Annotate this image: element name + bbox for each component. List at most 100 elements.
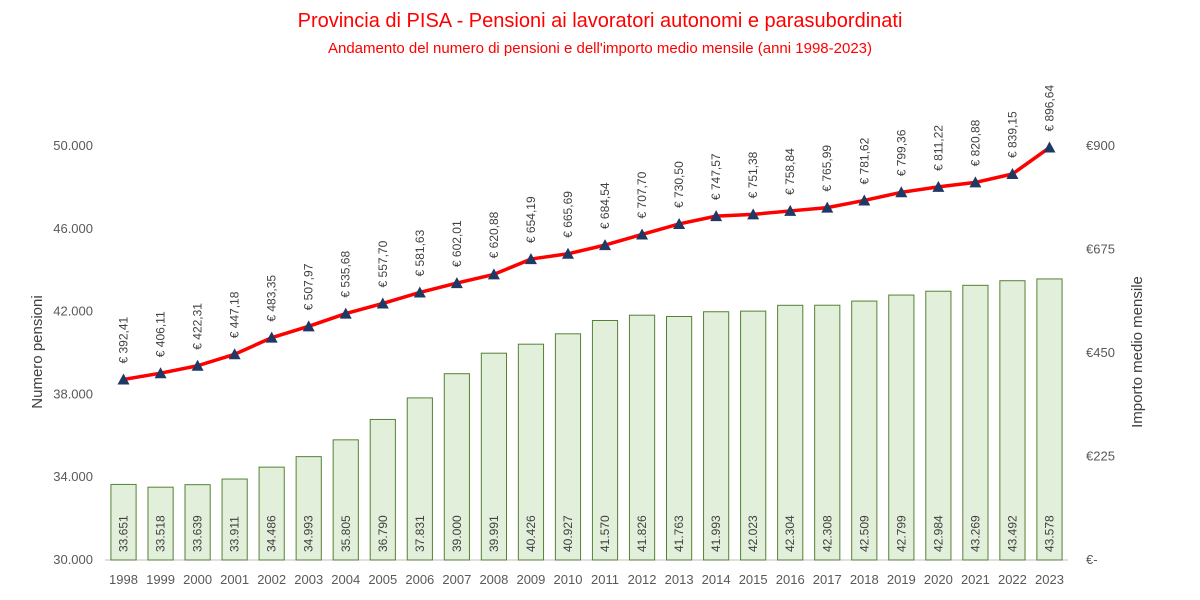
triangle-marker	[487, 268, 500, 280]
y-tick-label: 46.000	[53, 221, 93, 236]
bar-data-label: 43.578	[1042, 515, 1056, 552]
bar	[814, 304, 841, 561]
line-data-label: € 507,97	[302, 263, 316, 310]
line-data-label: € 765,99	[820, 145, 834, 192]
line-data-label: € 535,68	[339, 251, 353, 298]
bar-data-label: 43.492	[1005, 515, 1019, 552]
bar-data-label: 42.509	[857, 515, 871, 552]
bar-data-label: 34.993	[302, 515, 316, 552]
triangle-marker	[450, 277, 463, 289]
y-axis-title: Numero pensioni	[29, 295, 46, 408]
x-tick-label: 2022	[998, 572, 1027, 587]
y-tick-label: 38.000	[53, 386, 93, 401]
bar-data-label: 41.763	[672, 515, 686, 552]
x-tick-label: 2015	[739, 572, 768, 587]
x-tick-label: 1999	[146, 572, 175, 587]
x-tick-label: 2007	[442, 572, 471, 587]
x-tick-label: 2001	[220, 572, 249, 587]
line-data-label: € 665,69	[561, 191, 575, 238]
bar-series: 33.651 33.518 33.639 33.911 34.486 34.993 35.8…	[110, 278, 1063, 561]
bar	[962, 284, 989, 561]
bar	[740, 310, 767, 561]
triangle-marker	[339, 307, 352, 319]
bar	[703, 311, 730, 561]
triangle-marker	[154, 367, 167, 379]
triangle-marker	[302, 320, 315, 332]
x-tick-label: 2011	[591, 572, 619, 587]
bar	[443, 373, 470, 561]
x-tick-label: 2006	[405, 572, 434, 587]
triangle-marker	[599, 239, 612, 251]
bar-data-label: 43.269	[968, 515, 982, 552]
x-tick-label: 1998	[109, 572, 138, 587]
bar-data-label: 39.991	[487, 515, 501, 552]
bar-data-label: 37.831	[413, 515, 427, 552]
x-tick-label: 2012	[628, 572, 657, 587]
bar	[925, 290, 952, 561]
bar-data-label: 33.911	[228, 516, 242, 552]
line-data-label: € 684,54	[598, 182, 612, 229]
y-tick-label: 30.000	[53, 552, 93, 567]
triangle-marker	[784, 204, 797, 216]
line-data-label: € 392,41	[117, 316, 131, 363]
triangle-marker	[821, 201, 834, 213]
y2-tick-label: €-	[1086, 552, 1098, 567]
y2-tick-label: €675	[1086, 242, 1115, 257]
line-data-label: € 483,35	[265, 275, 279, 322]
triangle-marker	[117, 373, 130, 385]
line-data-label: € 654,19	[524, 196, 538, 243]
bar	[221, 478, 248, 561]
bar-data-label: 41.826	[635, 515, 649, 552]
triangle-marker	[932, 180, 945, 192]
line-data-label: € 758,84	[783, 148, 797, 195]
bar-data-label: 36.790	[376, 515, 390, 552]
line-series: € 392,41 € 406,11 € 422,31 € 447,18 € 483,35…	[117, 85, 1056, 385]
line-data-label: € 406,11	[154, 311, 168, 357]
bar	[184, 484, 211, 561]
bar	[517, 343, 545, 561]
x-tick-label: 2019	[887, 572, 916, 587]
triangle-marker	[710, 210, 723, 222]
line-data-label: € 751,38	[746, 151, 760, 198]
bar	[888, 294, 915, 561]
triangle-marker	[747, 208, 760, 220]
bar-data-label: 42.023	[746, 515, 760, 552]
bar-data-label: 40.927	[561, 515, 575, 552]
bar-data-label: 39.000	[450, 515, 464, 552]
bar	[110, 483, 137, 561]
bar-data-label: 34.486	[265, 515, 279, 552]
axes: 30.000 34.000 38.000 42.000 46.000 50.000 €- €2…	[53, 138, 1115, 587]
line-data-label: € 781,62	[857, 137, 871, 184]
bar-data-label: 42.304	[783, 515, 797, 552]
bar-data-label: 41.570	[598, 515, 612, 552]
bar-data-label: 33.518	[154, 515, 168, 552]
x-tick-label: 2003	[294, 572, 323, 587]
bar	[1036, 278, 1063, 561]
line-data-label: € 602,01	[450, 220, 464, 267]
triangle-marker	[413, 286, 426, 298]
line-data-label: € 811,22	[931, 125, 945, 171]
bar	[295, 456, 322, 561]
y-tick-label: 34.000	[53, 469, 93, 484]
bar	[332, 439, 359, 561]
line-data-label: € 707,70	[635, 171, 649, 218]
x-tick-label: 2009	[516, 572, 545, 587]
line-data-label: € 896,64	[1042, 85, 1056, 132]
line-data-label: € 820,88	[968, 119, 982, 166]
bar-data-label: 42.799	[894, 515, 908, 552]
chart-title: Provincia di PISA - Pensioni ai lavorato…	[297, 10, 903, 32]
bar-data-label: 42.308	[820, 515, 834, 552]
line-data-label: € 557,70	[376, 240, 390, 287]
triangle-marker	[561, 247, 574, 259]
triangle-marker	[969, 176, 982, 188]
bar	[369, 418, 396, 561]
x-tick-label: 2017	[813, 572, 842, 587]
bar	[258, 466, 285, 561]
bar	[406, 397, 433, 561]
x-tick-label: 2021	[961, 572, 990, 587]
bar-data-label: 42.984	[931, 515, 945, 552]
bar	[628, 314, 656, 561]
bar-data-label: 33.639	[191, 515, 205, 552]
triangle-marker	[895, 186, 908, 198]
